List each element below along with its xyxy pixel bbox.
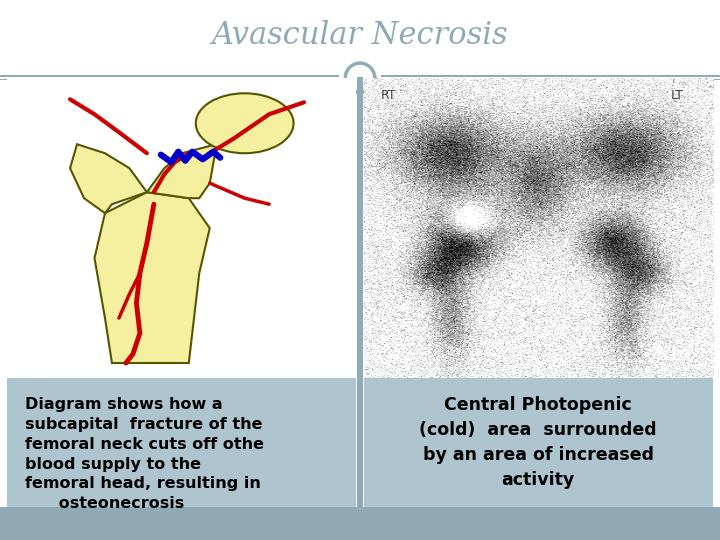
Polygon shape bbox=[147, 144, 217, 198]
Polygon shape bbox=[94, 192, 210, 363]
Text: LT: LT bbox=[671, 89, 684, 102]
Text: Diagram shows how a
subcapital  fracture of the
femoral neck cuts off othe
blood: Diagram shows how a subcapital fracture … bbox=[24, 397, 264, 511]
Polygon shape bbox=[346, 63, 374, 92]
Text: RT: RT bbox=[381, 89, 397, 102]
Text: Central Photopenic
(cold)  area  surrounded
by an area of increased
activity: Central Photopenic (cold) area surrounde… bbox=[419, 396, 657, 489]
Ellipse shape bbox=[196, 93, 294, 153]
Text: Avascular Necrosis: Avascular Necrosis bbox=[212, 19, 508, 51]
Polygon shape bbox=[70, 144, 147, 213]
